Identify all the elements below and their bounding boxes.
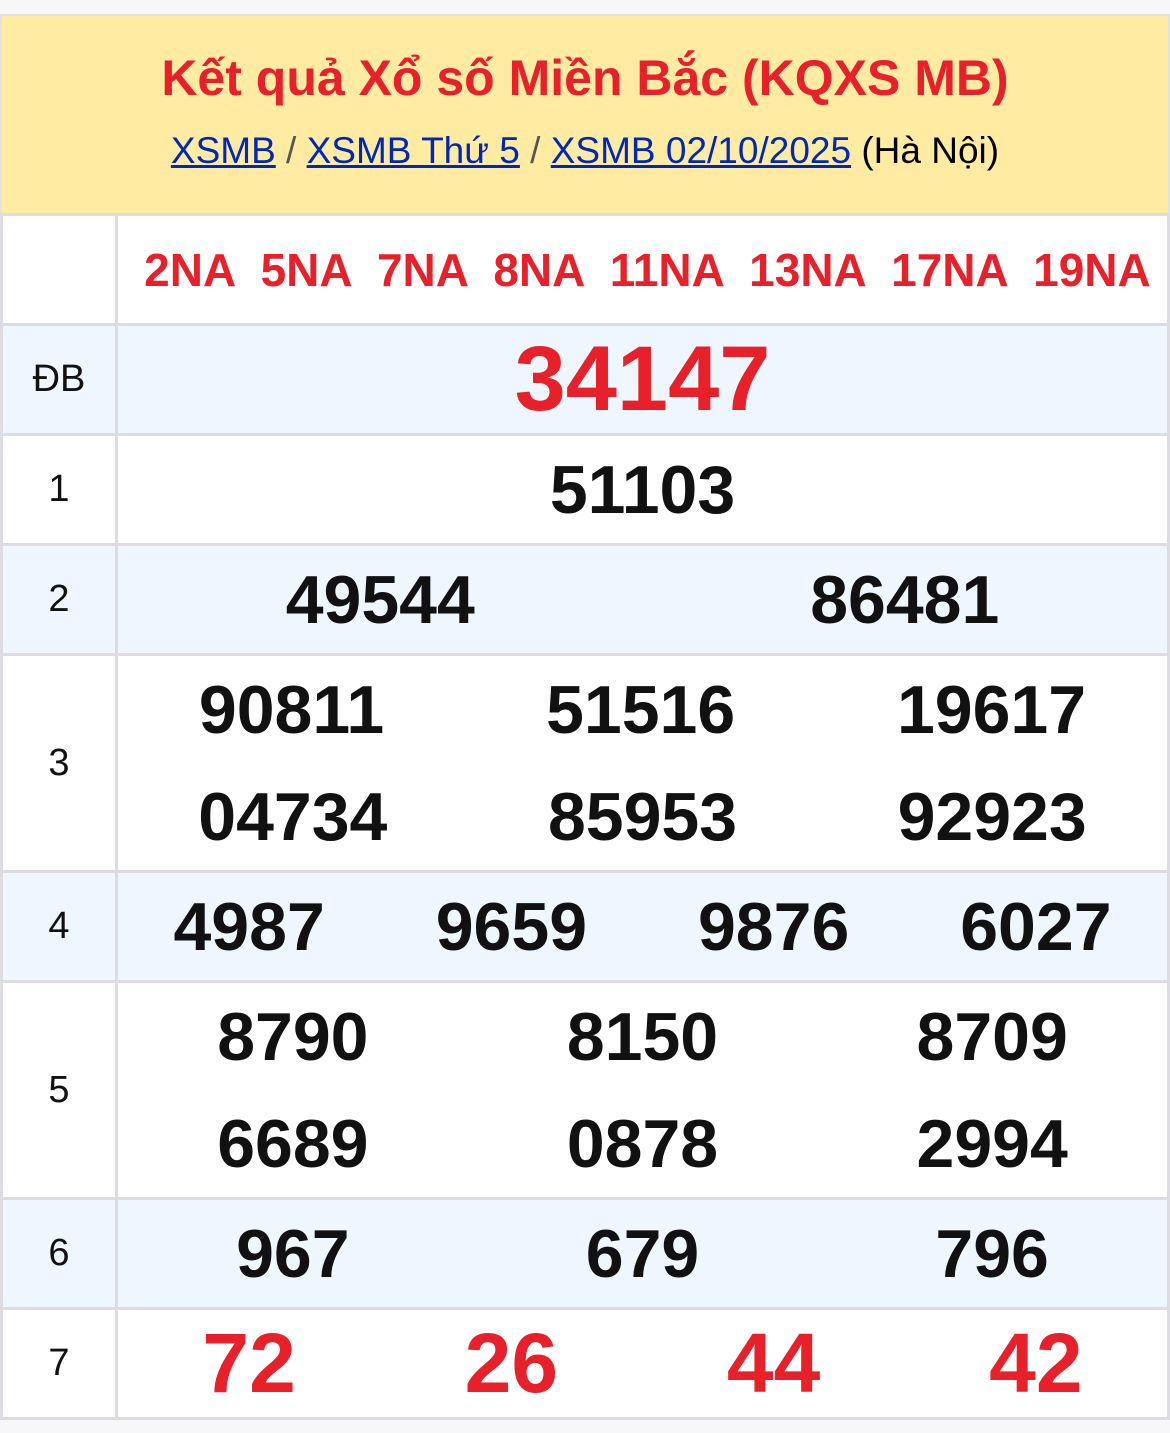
prize-number: 0878 <box>566 1105 719 1182</box>
prize-label: 3 <box>0 653 118 873</box>
prize-row-6: 6 967 679 796 <box>0 1197 1170 1310</box>
prize-number: 679 <box>585 1215 700 1292</box>
prize-number: 85953 <box>547 778 738 855</box>
page-title: Kết quả Xổ số Miền Bắc (KQXS MB) <box>161 50 1009 106</box>
prize-row-5: 5 8790 8150 8709 6689 0878 2994 <box>0 980 1170 1200</box>
prize-number: 44 <box>726 1316 821 1410</box>
draw-code: 2NA <box>144 243 237 296</box>
prize-row-4: 4 4987 9659 9876 6027 <box>0 870 1170 983</box>
prize-number: 8790 <box>217 998 369 1075</box>
prize-row-db: ĐB 34147 <box>0 323 1170 436</box>
prize-row-1: 1 51103 <box>0 433 1170 546</box>
prize-numbers: 967 679 796 <box>118 1215 1167 1293</box>
prize-label: 6 <box>0 1197 118 1310</box>
draw-code: 5NA <box>260 243 353 296</box>
prize-numbers: 04734 85953 92923 <box>118 778 1167 856</box>
prize-row-3: 3 90811 51516 19617 04734 85953 92923 <box>0 653 1170 873</box>
prize-number: 6027 <box>960 888 1112 965</box>
prize-number: 796 <box>935 1215 1049 1292</box>
empty-label <box>0 213 118 326</box>
prize-numbers: 8790 8150 8709 <box>118 998 1167 1076</box>
region-label: (Hà Nội) <box>861 130 1000 171</box>
prize-number: 90811 <box>198 671 385 748</box>
prize-number: 8150 <box>566 998 719 1075</box>
prize-label: 5 <box>0 980 118 1200</box>
breadcrumb-xsmb-thu-5[interactable]: XSMB Thứ 5 <box>306 130 520 171</box>
prize-number: 86481 <box>810 561 1000 638</box>
prize-numbers: 49544 86481 <box>118 561 1167 639</box>
draw-code: 17NA <box>891 243 1009 296</box>
special-prize-number: 34147 <box>514 328 771 430</box>
prize-number: 51103 <box>549 451 736 528</box>
prize-numbers: 72 26 44 42 <box>118 1315 1167 1412</box>
prize-label: 4 <box>0 870 118 983</box>
breadcrumb-separator: / <box>286 130 297 171</box>
prize-number: 92923 <box>897 778 1087 855</box>
breadcrumb-xsmb-date[interactable]: XSMB 02/10/2025 <box>550 130 852 171</box>
prize-number: 42 <box>989 1316 1083 1410</box>
prize-number: 8709 <box>916 998 1068 1075</box>
prize-number: 72 <box>202 1316 296 1410</box>
codes-row: 2NA 5NA 7NA 8NA 11NA 13NA 17NA 19NA <box>0 213 1170 326</box>
breadcrumb-xsmb[interactable]: XSMB <box>170 130 276 171</box>
prize-number: 6689 <box>217 1105 369 1182</box>
prize-label: 1 <box>0 433 118 546</box>
prize-number: 26 <box>464 1316 559 1410</box>
prize-number: 2994 <box>916 1105 1068 1182</box>
prize-numbers: 6689 0878 2994 <box>118 1105 1167 1183</box>
draw-code: 19NA <box>1033 243 1151 296</box>
results-header: Kết quả Xổ số Miền Bắc (KQXS MB) XSMB / … <box>0 14 1170 213</box>
breadcrumb-separator: / <box>530 130 541 171</box>
prize-row-2: 2 49544 86481 <box>0 543 1170 656</box>
prize-label: 7 <box>0 1307 118 1420</box>
prize-row-7: 7 72 26 44 42 <box>0 1307 1170 1420</box>
prize-label: ĐB <box>0 323 118 436</box>
draw-code: 13NA <box>749 243 867 296</box>
draw-code: 7NA <box>376 243 469 296</box>
results-table: 2NA 5NA 7NA 8NA 11NA 13NA 17NA 19NA ĐB 34147 1 … <box>0 213 1170 1420</box>
prize-number: 9659 <box>435 888 588 965</box>
prize-number: 51516 <box>546 671 736 748</box>
prize-number: 04734 <box>198 778 388 855</box>
breadcrumb: XSMB / XSMB Thứ 5 / XSMB 02/10/2025 (Hà … <box>2 130 1168 172</box>
prize-number: 9876 <box>697 888 850 965</box>
draw-code: 8NA <box>493 243 586 296</box>
draw-code: 11NA <box>609 243 725 296</box>
prize-label: 2 <box>0 543 118 656</box>
prize-numbers: 4987 9659 9876 6027 <box>118 888 1167 966</box>
prize-number: 4987 <box>173 888 325 965</box>
prize-number: 19617 <box>896 671 1087 748</box>
prize-number: 49544 <box>285 561 475 638</box>
prize-numbers: 90811 51516 19617 <box>118 671 1167 749</box>
draw-codes: 2NA 5NA 7NA 8NA 11NA 13NA 17NA 19NA <box>118 243 1167 297</box>
prize-number: 967 <box>236 1215 350 1292</box>
